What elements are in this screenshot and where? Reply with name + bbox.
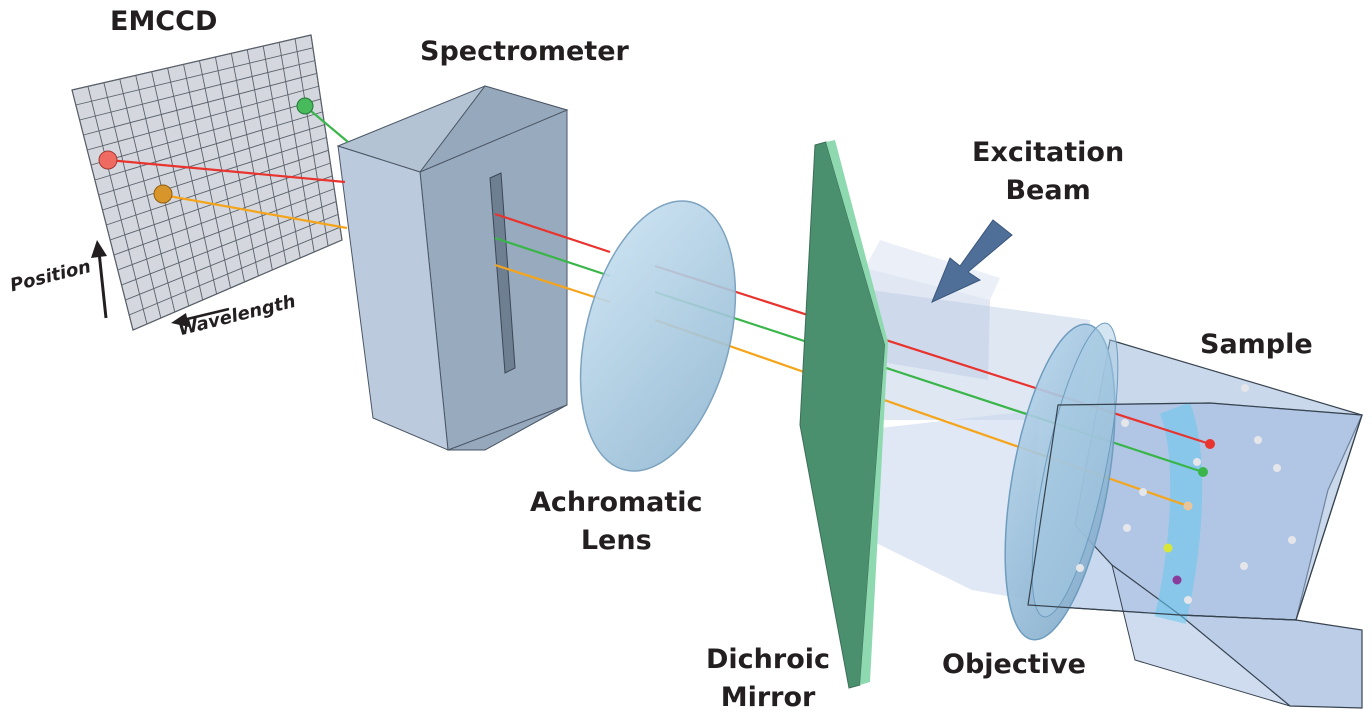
achromatic-lens bbox=[579, 200, 737, 472]
emccd-detector bbox=[71, 34, 343, 331]
label-excitation-beam: Excitation Beam bbox=[972, 137, 1125, 206]
objective-lens bbox=[1004, 322, 1119, 641]
label-emccd: EMCCD bbox=[110, 6, 218, 37]
spectrometer-slit bbox=[489, 172, 516, 374]
detector-spots bbox=[98, 97, 314, 204]
emccd-grid-line bbox=[106, 149, 329, 226]
emccd-grid-line bbox=[71, 34, 312, 91]
position-arrow bbox=[91, 240, 108, 319]
emccd-grid-line bbox=[121, 201, 337, 286]
emccd-grid-line bbox=[83, 73, 317, 136]
emccd-grid-line bbox=[79, 60, 315, 121]
label-spectrometer: Spectrometer bbox=[420, 36, 629, 67]
label-sample: Sample bbox=[1200, 329, 1313, 360]
emccd-grid-line bbox=[132, 239, 343, 331]
emccd-grid-line bbox=[90, 98, 321, 166]
emccd-grid-line bbox=[125, 213, 339, 301]
emccd-grid-line bbox=[109, 162, 331, 241]
label-achromatic-lens: Achromatic Lens bbox=[530, 487, 703, 556]
excitation-arrow bbox=[931, 219, 1013, 303]
dichroic-mirror bbox=[799, 140, 888, 689]
emccd-grid-line bbox=[117, 188, 335, 271]
label-dichroic-mirror: Dichroic Mirror bbox=[706, 644, 831, 713]
sample-particles bbox=[1076, 384, 1296, 604]
emccd-grid-line bbox=[94, 111, 323, 181]
label-objective: Objective bbox=[942, 649, 1086, 680]
emccd-grid-line bbox=[129, 226, 341, 316]
emccd-grid-line bbox=[87, 85, 319, 151]
emccd-grid-line bbox=[102, 137, 327, 211]
emccd-grid-line bbox=[75, 47, 314, 106]
wavelength-arrow bbox=[171, 307, 230, 327]
excitation-beam-volume bbox=[862, 240, 1090, 600]
spectrometer bbox=[336, 85, 569, 451]
emccd-grid-line bbox=[113, 175, 333, 256]
emccd-grid-line bbox=[98, 124, 325, 196]
